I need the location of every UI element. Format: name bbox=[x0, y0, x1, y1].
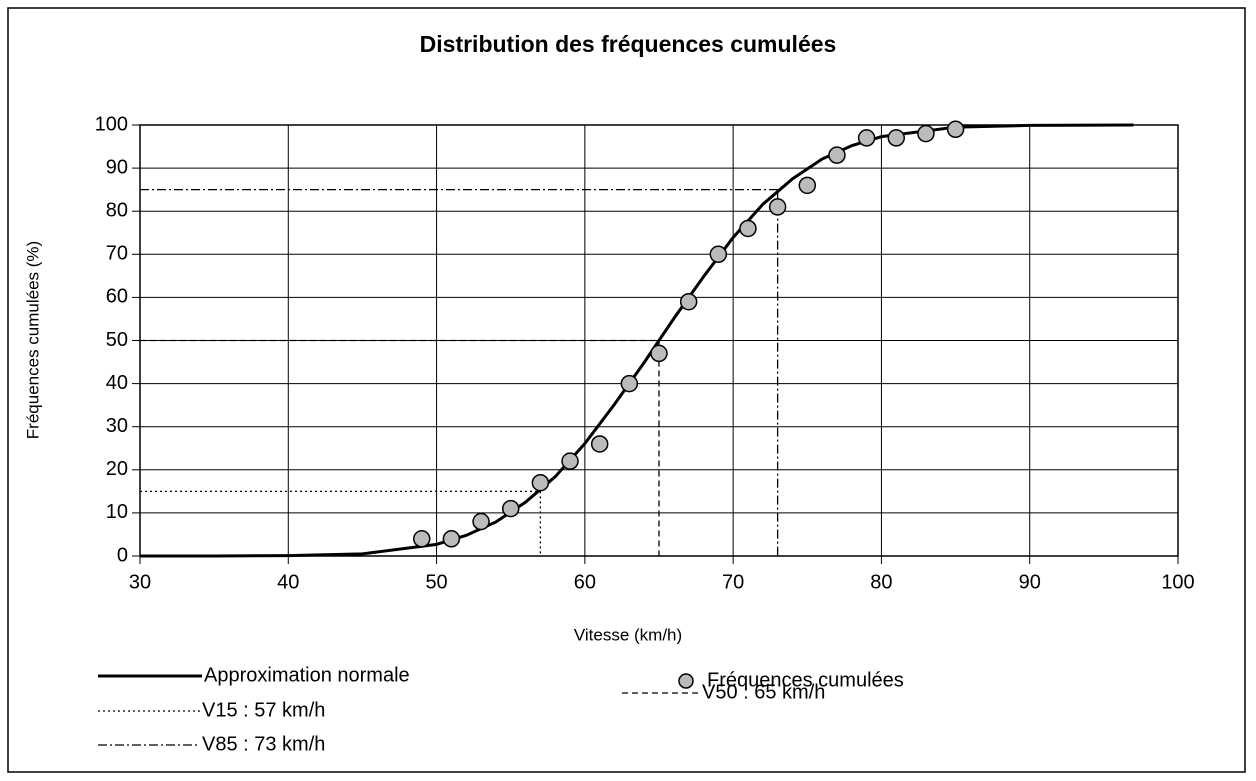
scatter-point bbox=[739, 219, 757, 238]
x-tick-label: 30 bbox=[129, 571, 151, 593]
chart-title: Distribution des fréquences cumulées bbox=[420, 31, 837, 57]
scatter-point bbox=[679, 292, 698, 311]
scatter-point bbox=[798, 176, 817, 195]
legend-label: V50 : 65 km/h bbox=[702, 681, 825, 703]
y-tick-label: 90 bbox=[106, 156, 128, 178]
x-tick-label: 80 bbox=[870, 571, 892, 593]
y-tick-label: 40 bbox=[106, 372, 128, 394]
x-axis-label: Vitesse (km/h) bbox=[574, 625, 682, 644]
legend-label: V85 : 73 km/h bbox=[202, 733, 325, 755]
x-tick-label: 40 bbox=[277, 571, 299, 593]
scatter-point bbox=[620, 374, 639, 393]
y-tick-label: 80 bbox=[106, 199, 128, 221]
legend-label: Approximation normale bbox=[204, 664, 410, 686]
scatter-point bbox=[946, 120, 965, 139]
y-tick-label: 100 bbox=[95, 113, 128, 135]
scatter-point bbox=[442, 530, 461, 548]
x-tick-label: 100 bbox=[1161, 571, 1194, 593]
scatter-point bbox=[412, 530, 431, 548]
x-tick-label: 70 bbox=[722, 571, 744, 593]
legend-label: Fréquences cumulées bbox=[707, 669, 904, 691]
legend-label: V15 : 57 km/h bbox=[202, 699, 325, 721]
scatter-point bbox=[531, 473, 550, 492]
scatter-point bbox=[828, 146, 846, 164]
y-tick-label: 0 bbox=[117, 544, 128, 566]
y-tick-label: 20 bbox=[106, 458, 128, 480]
y-tick-label: 10 bbox=[106, 501, 128, 523]
scatter-point bbox=[768, 198, 787, 216]
y-axis-label: Fréquences cumulées (%) bbox=[23, 241, 42, 439]
y-tick-label: 60 bbox=[106, 286, 128, 308]
x-tick-label: 60 bbox=[574, 571, 596, 593]
y-tick-label: 50 bbox=[106, 329, 128, 351]
legend-marker bbox=[678, 673, 694, 689]
scatter-point bbox=[650, 344, 668, 363]
scatter-point bbox=[472, 512, 490, 531]
scatter-point bbox=[709, 245, 728, 264]
x-tick-label: 50 bbox=[425, 571, 447, 593]
x-tick-label: 90 bbox=[1019, 571, 1041, 593]
y-tick-label: 30 bbox=[106, 415, 128, 437]
scatter-point bbox=[887, 129, 906, 147]
y-tick-label: 70 bbox=[106, 243, 128, 265]
scatter-point bbox=[590, 435, 609, 453]
scatter-point bbox=[561, 452, 579, 470]
scatter-point bbox=[917, 124, 935, 143]
chart-border bbox=[7, 7, 1246, 773]
scatter-point bbox=[857, 129, 876, 147]
scatter-point bbox=[501, 499, 520, 518]
